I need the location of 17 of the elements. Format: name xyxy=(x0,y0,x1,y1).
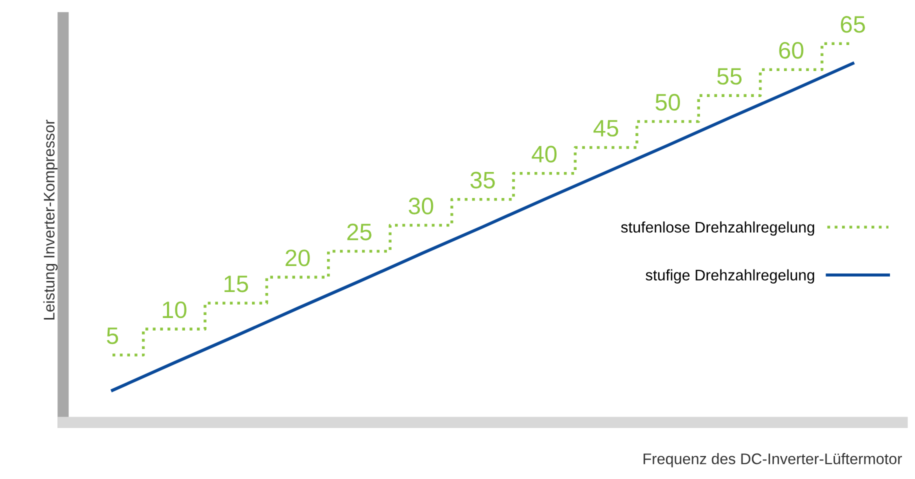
data-label: 10 xyxy=(162,301,186,318)
x-axis-title: Frequenz des DC-Inverter-Lüftermotor xyxy=(644,453,902,468)
data-label: 45 xyxy=(593,120,618,137)
data-label: 25 xyxy=(347,224,372,240)
data-label: 5 xyxy=(106,328,118,344)
data-label: 20 xyxy=(286,250,310,266)
legend-label: stufige Drehzahlregelung xyxy=(646,269,814,284)
data-label: 15 xyxy=(224,276,248,292)
data-label: 30 xyxy=(408,198,434,214)
data-label: 65 xyxy=(840,16,865,33)
data-label: 60 xyxy=(779,42,804,59)
data-label: 50 xyxy=(656,94,680,111)
legend-label: stufenlose Drehzahlregelung xyxy=(621,221,814,236)
data-label: 55 xyxy=(717,68,742,85)
data-label: 40 xyxy=(532,146,557,163)
y-axis-title: Leistung Inverter-Kompressor xyxy=(43,120,58,320)
data-label: 35 xyxy=(470,172,495,188)
